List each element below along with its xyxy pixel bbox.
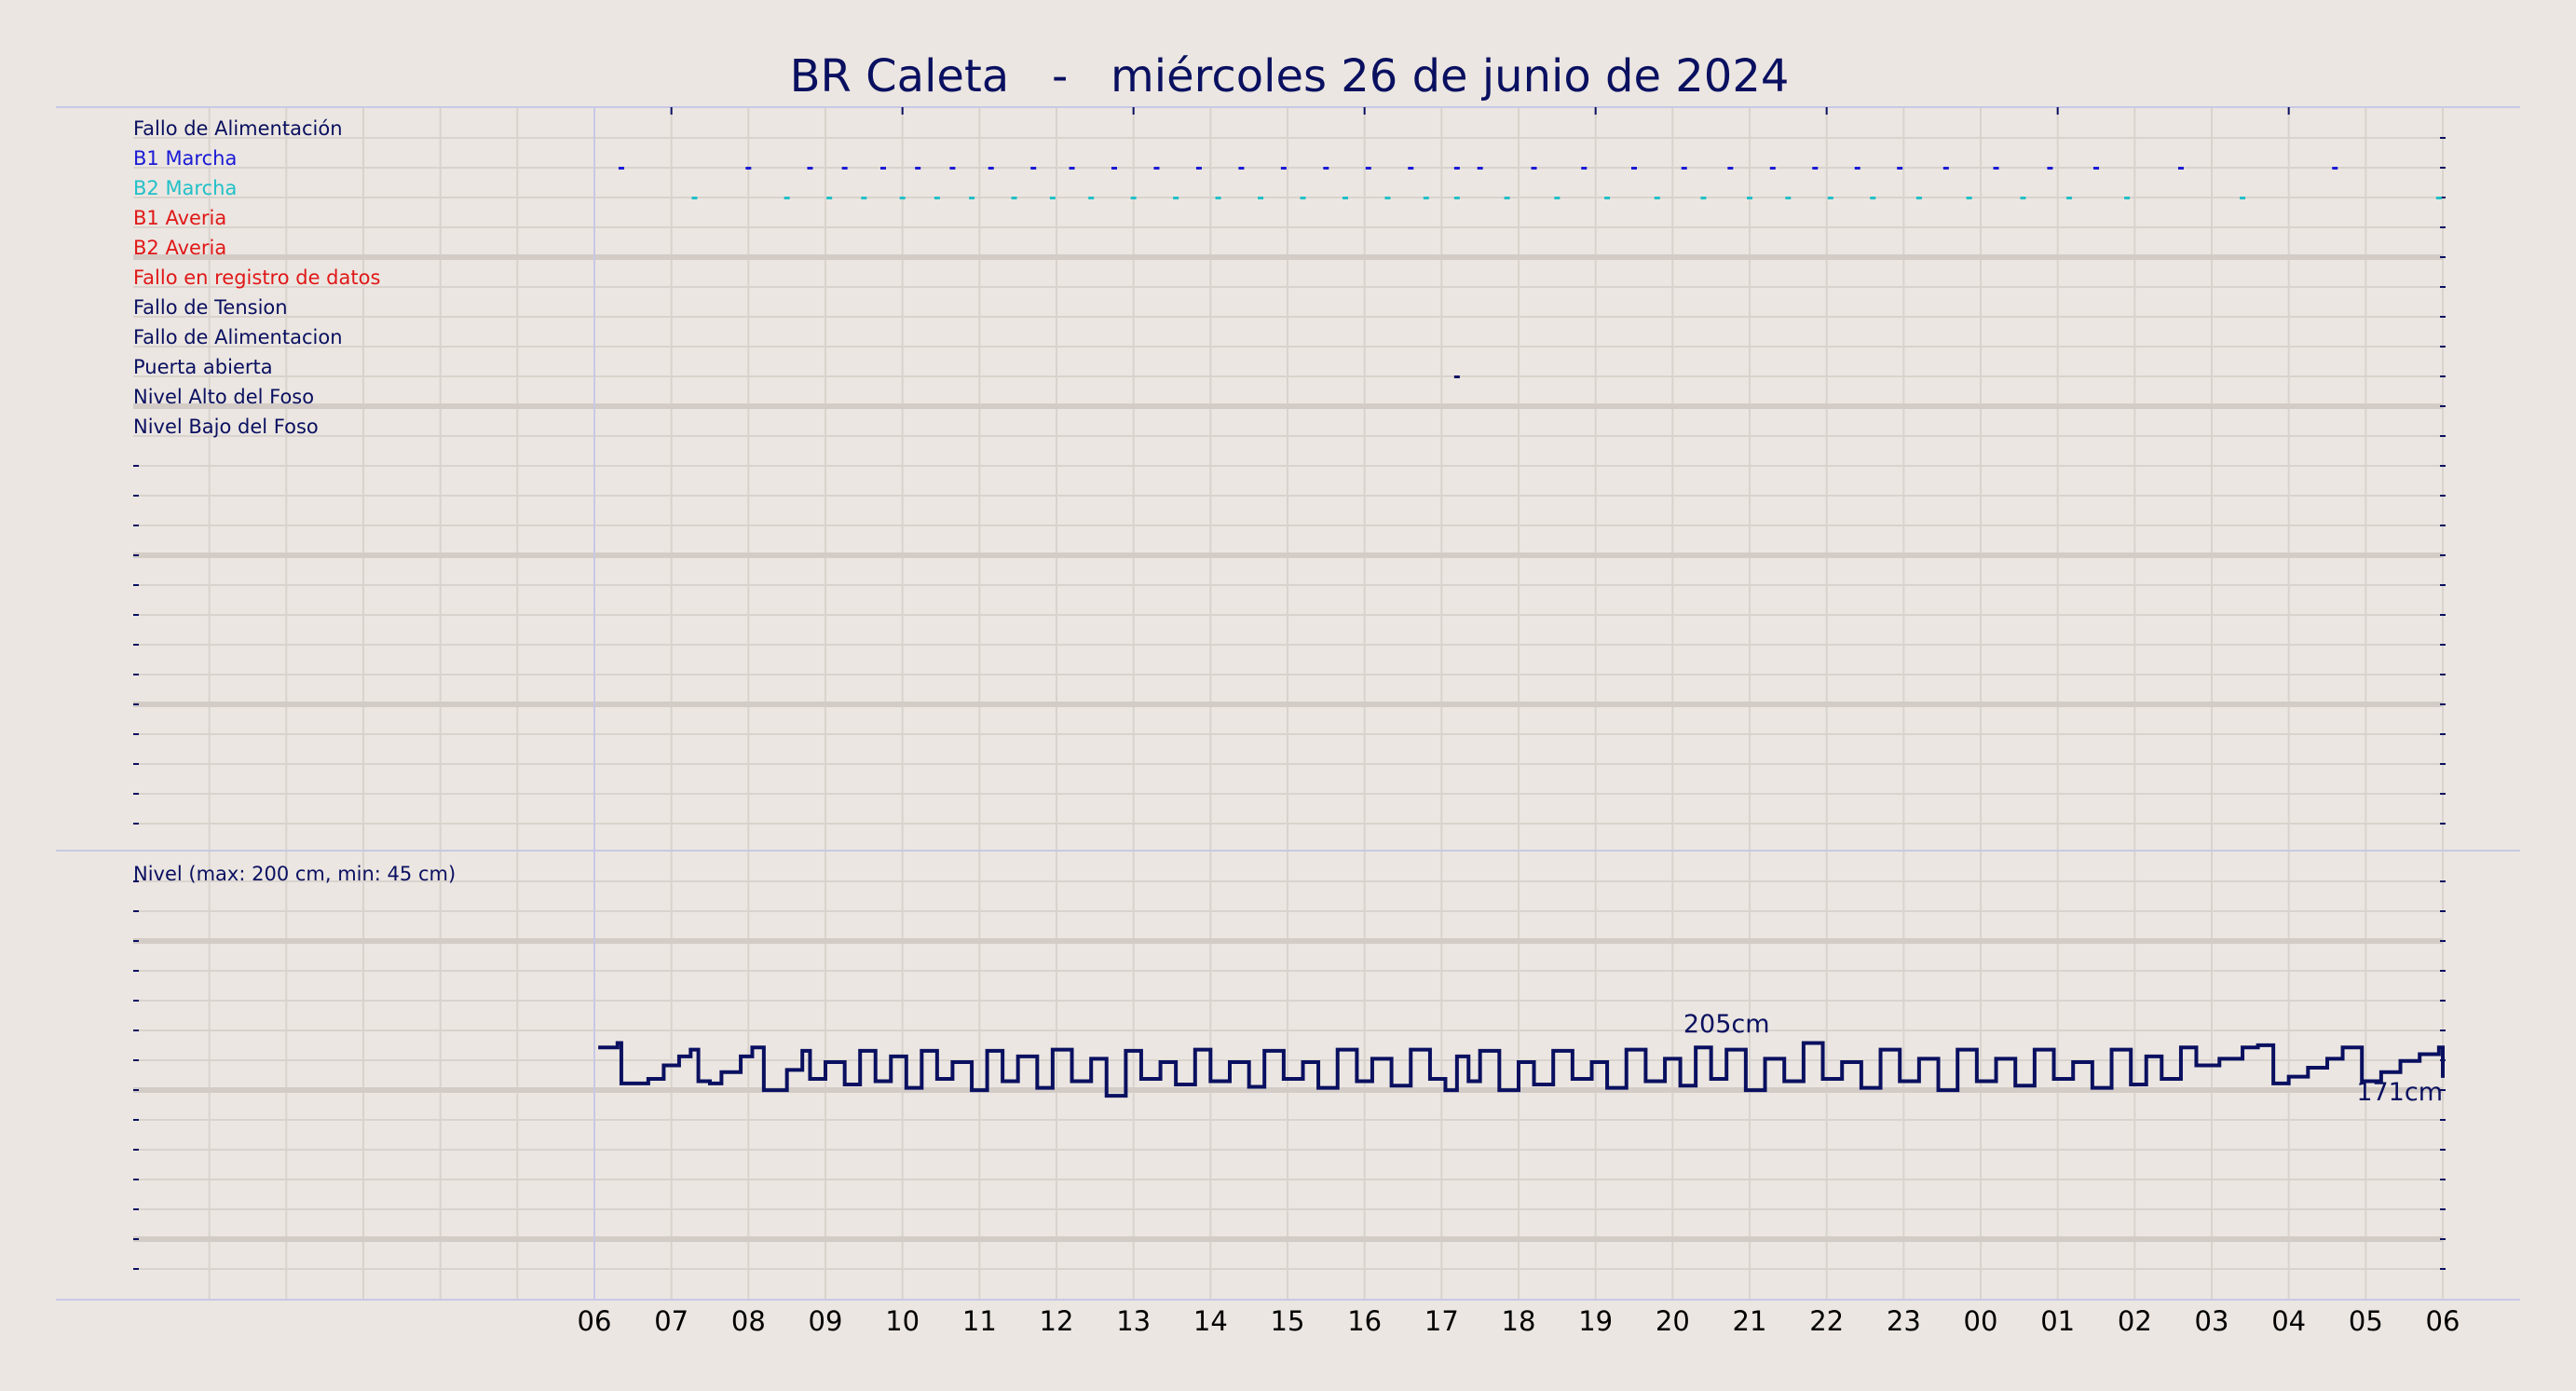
event-row-label: Fallo de Alimentación: [133, 117, 343, 140]
x-tick-label: 18: [1502, 1305, 1536, 1337]
event-row-label: Fallo en registro de datos: [133, 266, 380, 289]
event-row-label: B1 Averia: [133, 207, 226, 229]
x-tick-label: 16: [1347, 1305, 1382, 1337]
x-tick-label: 05: [2349, 1305, 2383, 1337]
x-tick-label: 02: [2118, 1305, 2152, 1337]
events-panel: Fallo de Alimentación B1 Marcha B2 Marcha B…: [133, 117, 2442, 438]
x-tick-label: 19: [1578, 1305, 1613, 1337]
x-tick-label: 01: [2040, 1305, 2075, 1337]
chart-title: BR Caleta - miércoles 26 de junio de 202…: [790, 50, 1790, 102]
event-row-label: Nivel Bajo del Foso: [133, 416, 319, 438]
event-row-label: Puerta abierta: [133, 356, 273, 378]
x-tick-label: 07: [654, 1305, 688, 1337]
event-row-label: B2 Marcha: [133, 177, 237, 199]
x-axis: 06 07 08 09 10 11 12 13 14 15 16 17 18 19 20 21 22 23 00 01…: [578, 1305, 2460, 1337]
x-tick-label: 20: [1656, 1305, 1690, 1337]
x-tick-label: 03: [2195, 1305, 2229, 1337]
level-panel-label: Nivel (max: 200 cm, min: 45 cm): [133, 863, 456, 885]
level-annotation: 171cm: [2356, 1078, 2443, 1107]
level-annotation: 205cm: [1683, 1010, 1770, 1039]
event-row-label: Fallo de Alimentacion: [133, 326, 343, 348]
grid-layer: [56, 106, 2520, 1301]
x-tick-label: 06: [578, 1305, 612, 1337]
x-tick-label: 23: [1887, 1305, 1921, 1337]
event-row-label: Fallo de Tension: [133, 296, 288, 319]
x-tick-label: 15: [1271, 1305, 1305, 1337]
event-row-label: B2 Averia: [133, 237, 226, 259]
event-row-label: Nivel Alto del Foso: [133, 386, 314, 408]
level-step-line: [598, 1041, 2445, 1098]
level-panel: Nivel (max: 200 cm, min: 45 cm) 205cm 171c…: [133, 863, 2445, 1107]
x-tick-label: 10: [885, 1305, 920, 1337]
event-row-label: B1 Marcha: [133, 147, 237, 170]
x-tick-label: 21: [1733, 1305, 1767, 1337]
x-tick-label: 09: [809, 1305, 843, 1337]
x-tick-label: 12: [1040, 1305, 1074, 1337]
x-tick-label: 14: [1193, 1305, 1228, 1337]
x-tick-label: 08: [731, 1305, 766, 1337]
x-tick-label: 06: [2426, 1305, 2460, 1337]
x-tick-label: 17: [1424, 1305, 1459, 1337]
x-tick-label: 00: [1964, 1305, 1998, 1337]
x-tick-label: 13: [1116, 1305, 1151, 1337]
x-tick-label: 11: [962, 1305, 997, 1337]
x-tick-label: 04: [2271, 1305, 2306, 1337]
x-tick-label: 22: [1809, 1305, 1844, 1337]
